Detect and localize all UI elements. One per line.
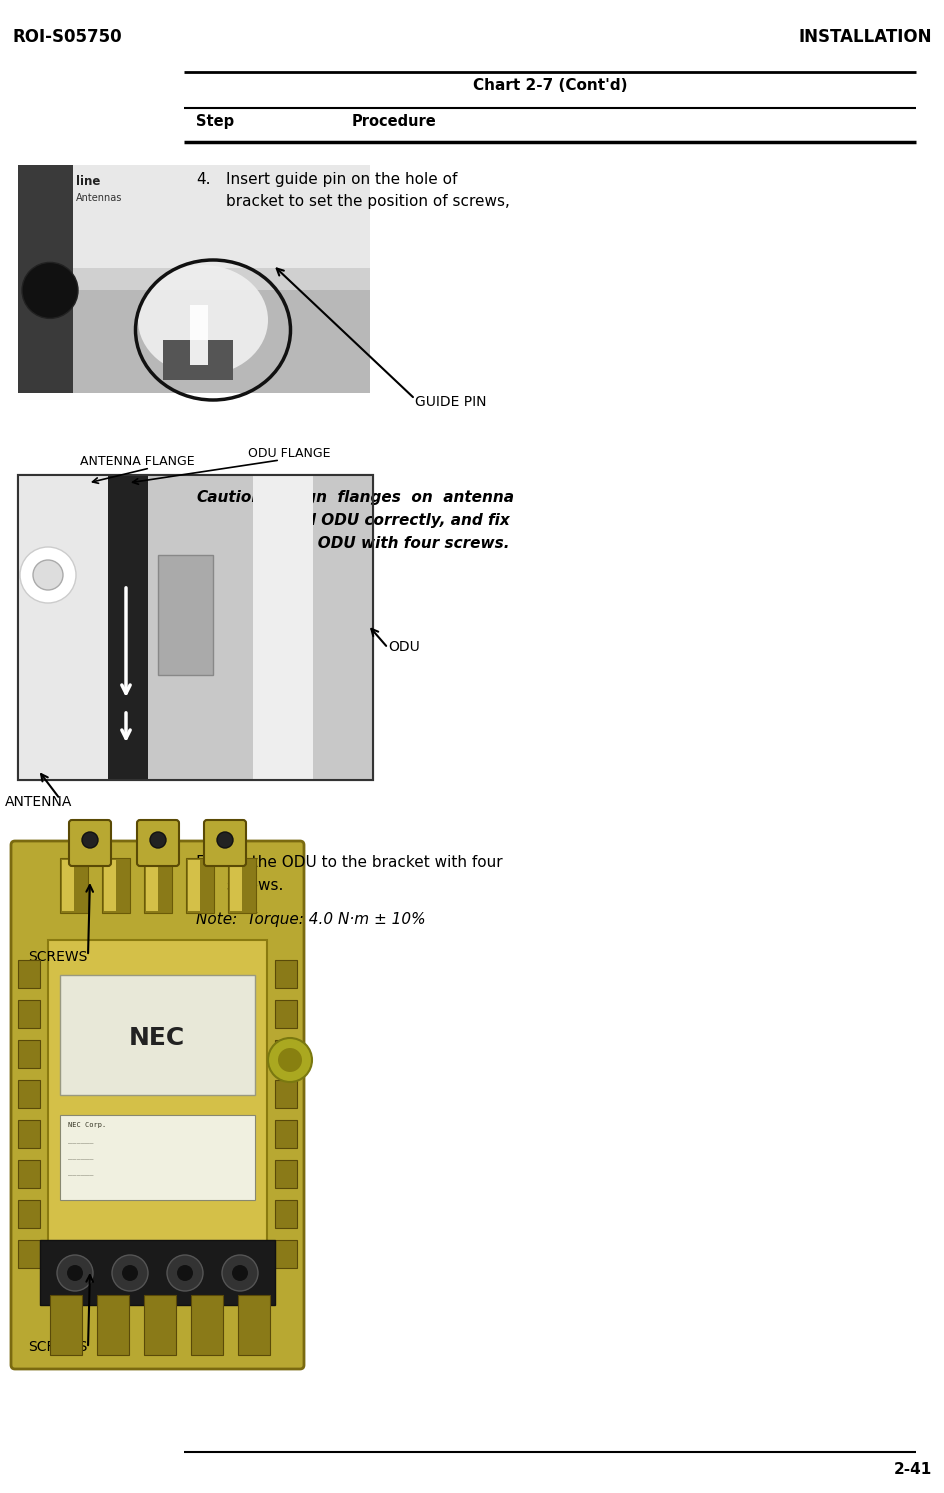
Bar — [104, 860, 116, 911]
Bar — [18, 475, 373, 779]
Bar — [18, 166, 370, 393]
FancyBboxPatch shape — [137, 820, 179, 866]
Circle shape — [112, 1256, 148, 1291]
Circle shape — [232, 1265, 248, 1281]
Bar — [228, 858, 256, 914]
Bar — [60, 1115, 255, 1200]
Bar — [97, 1294, 129, 1356]
Text: Step: Step — [196, 113, 234, 128]
Circle shape — [222, 1256, 258, 1291]
Bar — [146, 860, 158, 911]
Text: ______: ______ — [68, 1154, 93, 1160]
Text: Insert guide pin on the hole of: Insert guide pin on the hole of — [226, 172, 458, 187]
Bar — [18, 166, 73, 393]
Text: ______: ______ — [68, 1138, 93, 1144]
Bar — [18, 1079, 40, 1108]
Bar — [163, 340, 233, 381]
Circle shape — [122, 1265, 138, 1281]
Bar — [60, 975, 255, 1094]
Bar — [60, 858, 88, 914]
Text: Caution:: Caution: — [196, 490, 268, 505]
Text: SCREWS: SCREWS — [28, 950, 88, 964]
Text: Antennas: Antennas — [76, 193, 123, 203]
Text: Procedure: Procedure — [352, 113, 437, 128]
Text: ODU FLANGE: ODU FLANGE — [248, 446, 330, 460]
Text: 5.: 5. — [196, 855, 211, 870]
Bar — [18, 1000, 40, 1029]
Text: Note:  Torque: 4.0 N·m ± 10%: Note: Torque: 4.0 N·m ± 10% — [196, 912, 426, 927]
Bar — [230, 860, 242, 911]
Bar — [253, 475, 313, 779]
Bar — [188, 860, 200, 911]
Circle shape — [217, 832, 233, 848]
Bar — [18, 1241, 40, 1268]
Bar — [48, 941, 267, 1260]
Bar — [191, 1294, 223, 1356]
Bar — [18, 475, 113, 779]
Bar — [40, 1241, 275, 1305]
Bar — [50, 1294, 82, 1356]
Bar — [275, 1241, 297, 1268]
Bar — [148, 475, 373, 779]
Bar — [18, 166, 370, 267]
Bar — [190, 305, 208, 364]
Text: ANTENNA FLANGE: ANTENNA FLANGE — [80, 455, 194, 467]
Circle shape — [33, 560, 63, 590]
Bar — [108, 475, 148, 779]
Text: 2-41: 2-41 — [894, 1462, 932, 1477]
Text: SCREWS: SCREWS — [28, 1341, 88, 1354]
Circle shape — [268, 1038, 312, 1082]
Text: screws.: screws. — [226, 878, 283, 893]
Bar — [275, 1160, 297, 1188]
Bar — [18, 1160, 40, 1188]
Circle shape — [167, 1256, 203, 1291]
Text: ROI-S05750: ROI-S05750 — [12, 28, 122, 46]
Bar — [144, 1294, 176, 1356]
Bar — [144, 858, 172, 914]
Bar — [18, 1200, 40, 1229]
Bar — [18, 475, 373, 779]
FancyBboxPatch shape — [204, 820, 246, 866]
Bar — [18, 1120, 40, 1148]
Circle shape — [150, 832, 166, 848]
Circle shape — [82, 832, 98, 848]
Circle shape — [177, 1265, 193, 1281]
FancyBboxPatch shape — [69, 820, 111, 866]
Bar — [275, 1120, 297, 1148]
Text: bracket to set the position of screws,: bracket to set the position of screws, — [226, 194, 510, 209]
Text: NEC Corp.: NEC Corp. — [68, 1123, 107, 1129]
Bar — [275, 1000, 297, 1029]
Bar — [275, 1200, 297, 1229]
Bar — [275, 1041, 297, 1067]
Bar — [238, 1294, 270, 1356]
Text: line: line — [76, 175, 100, 188]
Text: ODU: ODU — [388, 640, 420, 654]
Text: NEC: NEC — [129, 1026, 185, 1050]
Bar — [158, 555, 213, 675]
Ellipse shape — [138, 264, 268, 375]
Bar — [18, 960, 40, 988]
Text: Fix the ODU to the bracket with four: Fix the ODU to the bracket with four — [226, 855, 503, 870]
Text: ______: ______ — [68, 1171, 93, 1176]
Text: INSTALLATION: INSTALLATION — [799, 28, 932, 46]
Text: ANTENNA: ANTENNA — [5, 794, 73, 809]
Text: 4.: 4. — [196, 172, 211, 187]
Bar — [275, 960, 297, 988]
Circle shape — [278, 1048, 302, 1072]
Circle shape — [57, 1256, 93, 1291]
Bar — [102, 858, 130, 914]
Bar — [18, 1041, 40, 1067]
Bar — [186, 858, 214, 914]
Bar — [62, 860, 74, 911]
Circle shape — [67, 1265, 83, 1281]
Text: Chart 2-7 (Cont'd): Chart 2-7 (Cont'd) — [473, 78, 627, 93]
Text: GUIDE PIN: GUIDE PIN — [415, 396, 486, 409]
Circle shape — [20, 546, 76, 603]
Circle shape — [22, 263, 78, 318]
Bar — [275, 1079, 297, 1108]
FancyBboxPatch shape — [11, 841, 304, 1369]
Bar — [18, 291, 370, 393]
Text: Align  flanges  on  antenna
and ODU correctly, and fix
the ODU with four screws.: Align flanges on antenna and ODU correct… — [284, 490, 515, 551]
